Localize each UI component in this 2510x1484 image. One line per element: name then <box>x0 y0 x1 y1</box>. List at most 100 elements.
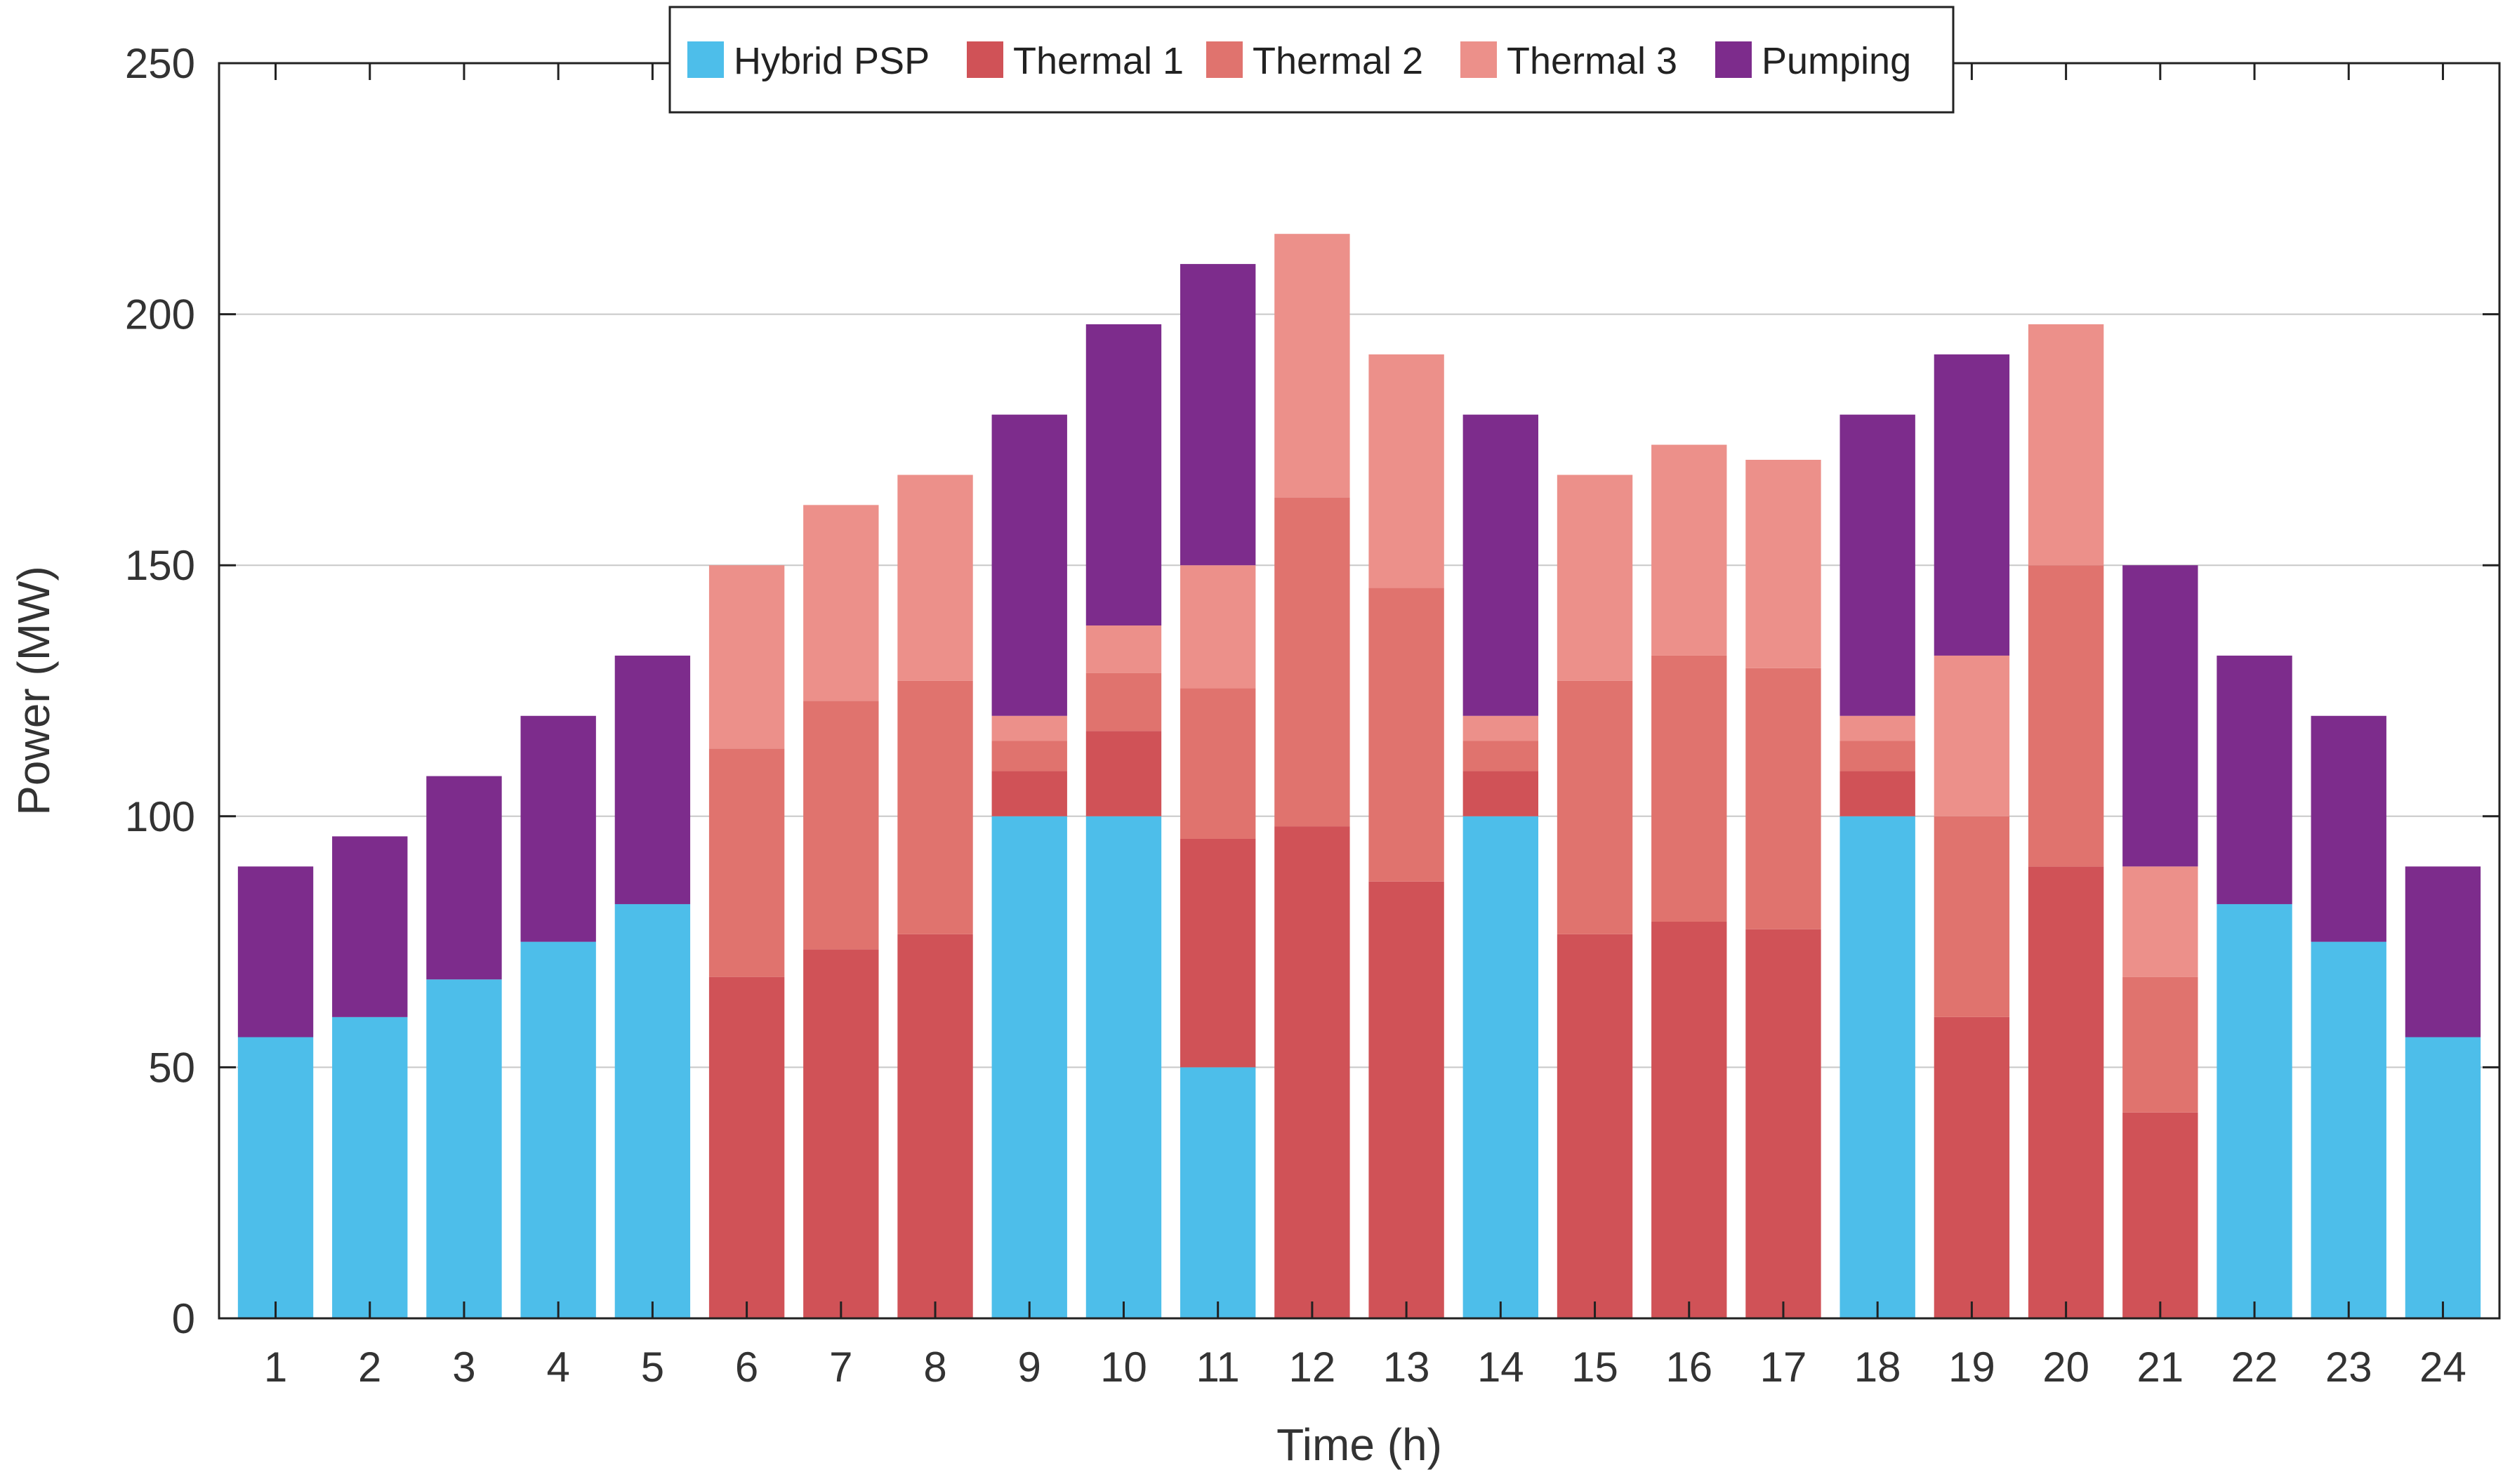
x-tick-label-2: 2 <box>358 1344 381 1391</box>
bar-pumping-21 <box>2122 565 2198 867</box>
bar-thermal-1-11 <box>1180 838 1256 1068</box>
y-tick-label-200: 200 <box>125 291 195 338</box>
x-tick-label-22: 22 <box>2231 1344 2278 1391</box>
bar-thermal-2-8 <box>897 680 973 934</box>
bar-thermal-3-9 <box>991 715 1067 741</box>
bar-thermal-2-7 <box>803 701 879 950</box>
bar-hybrid-psp-18 <box>1839 816 1915 1318</box>
x-tick-label-1: 1 <box>264 1344 287 1391</box>
x-tick-label-14: 14 <box>1477 1344 1524 1391</box>
bar-thermal-3-10 <box>1085 625 1162 673</box>
y-axis-title: Power (MW) <box>8 566 59 816</box>
bar-thermal-2-9 <box>991 741 1067 771</box>
bar-hybrid-psp-4 <box>520 941 596 1318</box>
bar-thermal-1-10 <box>1085 731 1162 816</box>
bar-pumping-5 <box>614 655 691 904</box>
bar-thermal-1-8 <box>897 934 973 1318</box>
bar-thermal-3-6 <box>708 565 785 749</box>
bar-thermal-3-13 <box>1368 354 1444 588</box>
bar-thermal-2-11 <box>1180 688 1256 839</box>
x-tick-label-10: 10 <box>1100 1344 1147 1391</box>
bar-thermal-3-17 <box>1745 460 1821 668</box>
bar-hybrid-psp-1 <box>237 1037 314 1318</box>
bar-pumping-23 <box>2311 715 2386 942</box>
x-tick-label-6: 6 <box>735 1344 758 1391</box>
bar-thermal-3-8 <box>897 475 973 681</box>
bar-thermal-2-14 <box>1462 741 1539 771</box>
bar-thermal-1-19 <box>1934 1016 2010 1318</box>
bar-thermal-3-12 <box>1274 234 1350 498</box>
bar-thermal-2-17 <box>1745 668 1821 929</box>
bar-pumping-18 <box>1839 414 1915 716</box>
legend: Hybrid PSP Thermal 1 Thermal 2 Thermal 3 Pum… <box>668 6 1955 114</box>
bar-thermal-2-15 <box>1557 680 1633 934</box>
bar-hybrid-psp-11 <box>1180 1067 1256 1318</box>
x-tick-label-23: 23 <box>2325 1344 2372 1391</box>
bar-hybrid-psp-23 <box>2311 941 2386 1318</box>
bar-thermal-2-19 <box>1934 816 2010 1017</box>
bar-pumping-19 <box>1934 354 2010 656</box>
legend-swatch-thermal-3 <box>1460 41 1497 78</box>
legend-swatch-thermal-1 <box>967 41 1003 78</box>
bar-thermal-3-14 <box>1462 715 1539 741</box>
legend-label-pumping: Pumping <box>1762 40 1911 82</box>
x-tick-label-16: 16 <box>1665 1344 1712 1391</box>
bar-pumping-14 <box>1462 414 1539 716</box>
bar-pumping-11 <box>1180 264 1256 566</box>
x-tick-label-24: 24 <box>2419 1344 2466 1391</box>
x-tick-label-4: 4 <box>546 1344 569 1391</box>
legend-label-thermal-2: Thermal 2 <box>1253 40 1423 82</box>
bar-pumping-2 <box>332 836 408 1017</box>
x-tick-label-18: 18 <box>1854 1344 1901 1391</box>
bar-pumping-3 <box>426 776 502 980</box>
x-axis-title: Time (h) <box>1276 1419 1442 1470</box>
x-tick-label-20: 20 <box>2042 1344 2089 1391</box>
bars <box>237 234 2481 1318</box>
bar-hybrid-psp-14 <box>1462 816 1539 1318</box>
legend-label-thermal-3: Thermal 3 <box>1507 40 1677 82</box>
y-tick-label-150: 150 <box>125 542 195 589</box>
bar-thermal-1-17 <box>1745 929 1821 1318</box>
bar-thermal-1-21 <box>2122 1112 2198 1318</box>
y-tick-label-0: 0 <box>172 1295 195 1342</box>
y-tick-label-50: 50 <box>148 1044 195 1091</box>
bar-hybrid-psp-9 <box>991 816 1067 1318</box>
bar-pumping-10 <box>1085 324 1162 626</box>
x-tick-label-15: 15 <box>1571 1344 1618 1391</box>
x-tick-label-8: 8 <box>923 1344 946 1391</box>
legend-swatch-thermal-2 <box>1206 41 1243 78</box>
x-tick-label-9: 9 <box>1018 1344 1041 1391</box>
x-tick-label-3: 3 <box>452 1344 475 1391</box>
bar-thermal-2-21 <box>2122 976 2198 1113</box>
bar-thermal-2-16 <box>1651 655 1727 922</box>
bar-thermal-1-9 <box>991 771 1067 816</box>
x-tick-label-7: 7 <box>829 1344 852 1391</box>
legend-label-hybrid-psp: Hybrid PSP <box>734 40 930 82</box>
legend-swatch-pumping <box>1715 41 1752 78</box>
x-tick-label-17: 17 <box>1760 1344 1807 1391</box>
bar-hybrid-psp-10 <box>1085 816 1162 1318</box>
bar-thermal-2-6 <box>708 748 785 977</box>
bar-thermal-3-21 <box>2122 866 2198 977</box>
bar-thermal-3-15 <box>1557 475 1633 681</box>
bar-thermal-1-20 <box>2028 866 2104 1318</box>
legend-swatch-hybrid-psp <box>687 41 724 78</box>
bar-thermal-3-16 <box>1651 444 1727 656</box>
bar-thermal-2-10 <box>1085 673 1162 731</box>
bar-thermal-2-20 <box>2028 565 2104 867</box>
legend-label-thermal-1: Thermal 1 <box>1013 40 1184 82</box>
bar-thermal-1-16 <box>1651 921 1727 1318</box>
bar-thermal-1-12 <box>1274 826 1350 1318</box>
bar-thermal-1-14 <box>1462 771 1539 816</box>
x-tick-label-12: 12 <box>1289 1344 1336 1391</box>
bar-thermal-2-18 <box>1839 741 1915 771</box>
y-tick-label-100: 100 <box>125 793 195 840</box>
x-tick-label-11: 11 <box>1196 1344 1240 1391</box>
gridlines <box>219 313 2499 1068</box>
bar-thermal-2-12 <box>1274 497 1350 827</box>
bar-hybrid-psp-24 <box>2405 1037 2481 1318</box>
bar-thermal-3-20 <box>2028 324 2104 566</box>
bar-pumping-22 <box>2217 655 2292 904</box>
bar-hybrid-psp-3 <box>426 979 502 1318</box>
